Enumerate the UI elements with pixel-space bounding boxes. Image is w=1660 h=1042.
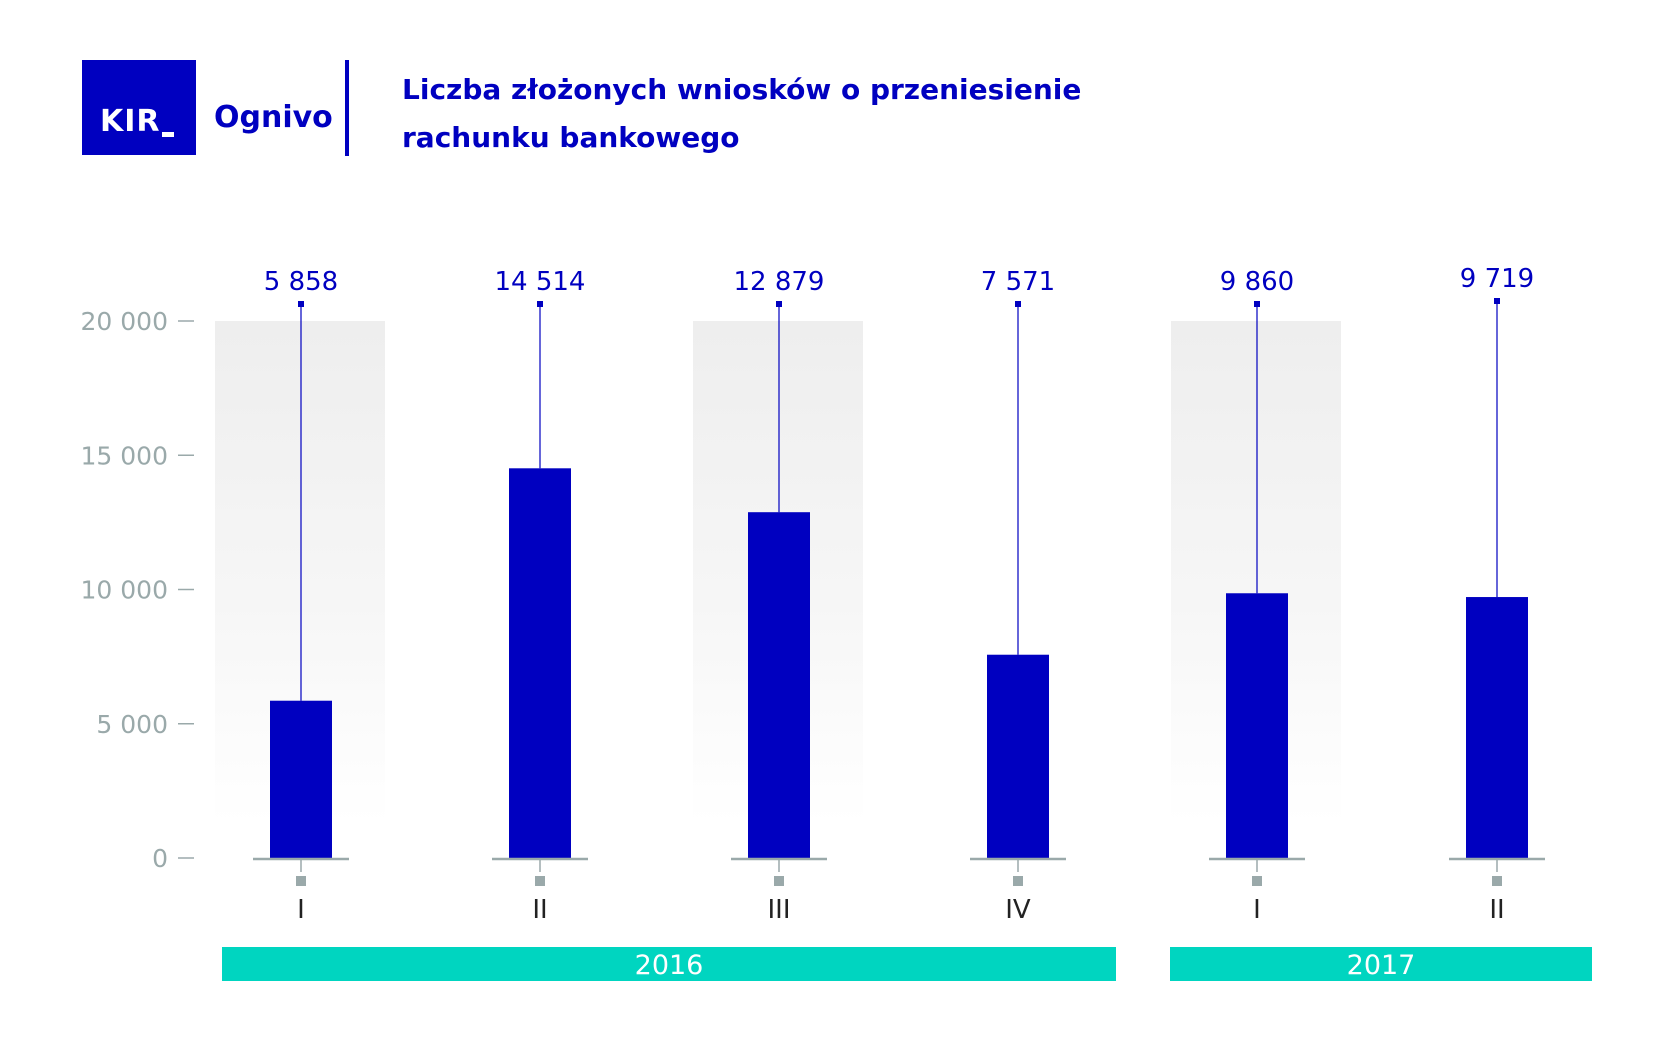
- x-tick-marker: [1252, 876, 1262, 886]
- brand-name: Ognivo: [214, 100, 333, 135]
- leader-marker: [537, 301, 543, 307]
- data-label: 12 879: [734, 267, 825, 297]
- logo-underscore: [162, 132, 174, 137]
- leader-marker: [1254, 301, 1260, 307]
- bar: [987, 654, 1049, 858]
- category-label: I: [1253, 895, 1261, 925]
- header-divider: [345, 60, 349, 156]
- y-tick-label: 0: [152, 844, 168, 873]
- kir-logo: KIR: [82, 60, 196, 155]
- year-band: [1170, 947, 1592, 981]
- category-label: IV: [1005, 895, 1031, 925]
- category-label: II: [532, 895, 547, 925]
- y-tick-label: 10 000: [81, 576, 168, 605]
- y-tick-label: 15 000: [81, 441, 168, 470]
- bar: [1466, 597, 1528, 858]
- leader-marker: [298, 301, 304, 307]
- chart-title-line-1: Liczba złożonych wniosków o przeniesieni…: [402, 73, 1082, 106]
- category-label: I: [297, 895, 305, 925]
- category-label: II: [1489, 895, 1504, 925]
- y-tick-label: 20 000: [81, 307, 168, 336]
- y-axis: 0 5 000 10 000 15 000 20 000: [81, 307, 194, 873]
- bar: [270, 700, 332, 858]
- year-label: 2017: [1347, 950, 1416, 981]
- leader-marker: [1015, 301, 1021, 307]
- data-label: 14 514: [495, 267, 586, 297]
- data-label: 7 571: [981, 267, 1055, 297]
- year-band: [222, 947, 1116, 981]
- bar: [1226, 593, 1288, 858]
- leader-marker: [1494, 298, 1500, 304]
- data-label: 9 719: [1460, 264, 1534, 294]
- x-tick-marker: [296, 876, 306, 886]
- year-groups: 2016 2017: [222, 947, 1592, 981]
- bar-marks: 5 858 14 514 12 879 7 571 9 860 9 719: [264, 264, 1534, 858]
- year-label: 2016: [635, 950, 704, 981]
- x-tick-marker: [535, 876, 545, 886]
- chart-title: Liczba złożonych wniosków o przeniesieni…: [402, 66, 1162, 162]
- x-tick-marker: [1492, 876, 1502, 886]
- x-tick-marker: [774, 876, 784, 886]
- x-tick-marker: [1013, 876, 1023, 886]
- leader-marker: [776, 301, 782, 307]
- logo-text: KIR: [100, 104, 161, 139]
- header: KIR Ognivo Liczba złożonych wniosków o p…: [0, 0, 1660, 180]
- bar: [748, 512, 810, 858]
- bar: [509, 468, 571, 858]
- data-label: 5 858: [264, 267, 338, 297]
- category-label: III: [767, 895, 790, 925]
- x-axis: I II III IV I II: [253, 857, 1545, 925]
- y-tick-label: 5 000: [96, 710, 168, 739]
- chart-title-line-2: rachunku bankowego: [402, 121, 740, 154]
- data-label: 9 860: [1220, 267, 1294, 297]
